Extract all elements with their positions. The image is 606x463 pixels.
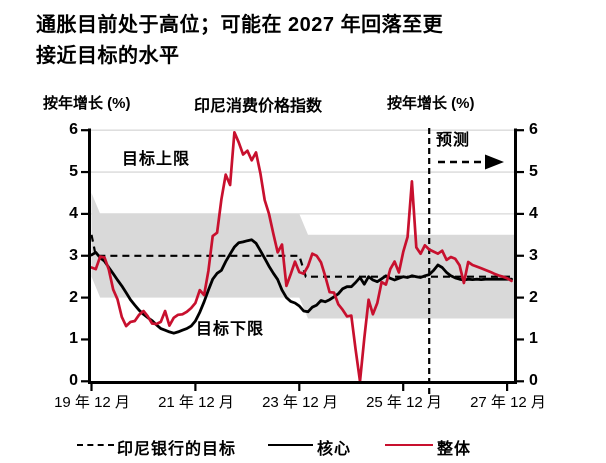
legend-headline-swatch	[385, 444, 433, 446]
core-line	[90, 238, 513, 335]
chart-subtitle: 印尼消费价格指数	[194, 98, 323, 115]
y-tick-label-left: 6	[69, 121, 78, 138]
y-ticks-left	[81, 129, 90, 383]
page-title: 通胀目前处于高位；可能在 2027 年回落至更 接近目标的水平	[36, 10, 443, 72]
x-tick-label: 25 年 12 月	[366, 394, 442, 411]
x-tick-label: 27 年 12 月	[470, 394, 546, 411]
y-tick-label-right: 4	[529, 205, 538, 222]
legend-target-swatch	[77, 444, 114, 446]
forecast-label: 预测	[436, 132, 471, 149]
legend-target-label: 印尼银行的目标	[117, 441, 237, 458]
axes	[81, 128, 524, 391]
x-ticks	[90, 382, 509, 391]
legend-headline-label: 整体	[437, 441, 472, 458]
legend-core-label: 核心	[317, 441, 352, 458]
y-tick-label-right: 1	[529, 330, 538, 347]
y-tick-label-right: 5	[529, 163, 538, 180]
y-tick-label-left: 2	[69, 289, 78, 306]
legend-core-swatch	[268, 444, 313, 446]
bank-target-line	[90, 234, 516, 278]
headline-line	[90, 130, 513, 383]
target-band-area	[91, 193, 516, 319]
y-tick-label-right: 3	[529, 247, 538, 264]
y-tick-label-left: 4	[69, 205, 78, 222]
y-axis-unit-right: 按年增长 (%)	[387, 95, 475, 112]
x-tick-label: 21 年 12 月	[158, 394, 234, 411]
y-tick-label-left: 3	[69, 247, 78, 264]
y-tick-label-right: 6	[529, 121, 538, 138]
page-title-line1: 通胀目前处于高位；可能在 2027 年回落至更	[36, 14, 444, 36]
y-ticks-right	[515, 129, 524, 383]
y-axis-unit-left: 按年增长 (%)	[43, 95, 131, 112]
y-tick-label-right: 0	[529, 372, 538, 389]
target-lower-bound-label: 目标下限	[196, 321, 265, 338]
page-title-line2: 接近目标的水平	[36, 45, 180, 67]
y-tick-label-left: 5	[69, 163, 78, 180]
y-tick-label-right: 2	[529, 289, 538, 306]
y-tick-label-left: 1	[69, 330, 78, 347]
forecast-arrow	[438, 154, 504, 170]
x-tick-label: 19 年 12 月	[54, 394, 130, 411]
y-tick-label-left: 0	[69, 372, 78, 389]
target-upper-bound-label: 目标上限	[122, 151, 191, 168]
x-tick-label: 23 年 12 月	[262, 394, 338, 411]
